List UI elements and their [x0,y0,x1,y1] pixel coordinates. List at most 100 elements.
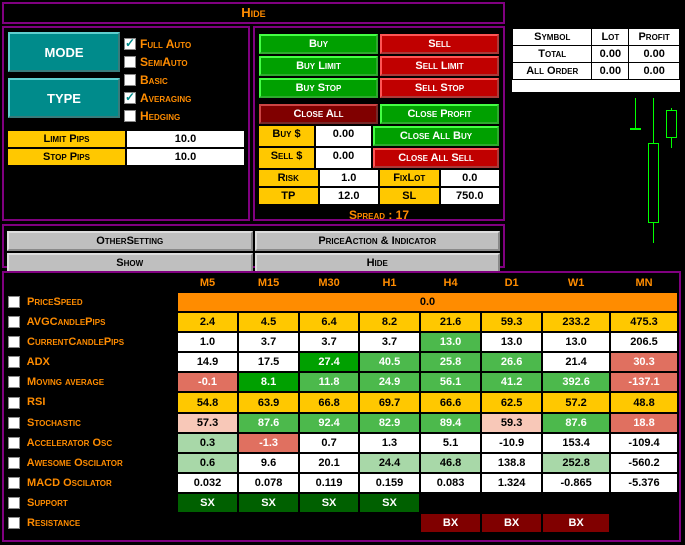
ind-cell: 1.0 [178,333,237,351]
show-button[interactable]: Show [7,253,253,273]
ind-checkbox[interactable] [8,517,20,529]
ind-checkbox[interactable] [8,316,20,328]
ind-cell: -5.376 [611,474,677,492]
ind-cell: 0.3 [178,434,237,452]
selld-label: Sell $ [259,148,314,168]
ind-cell: 20.1 [300,454,358,472]
tp-value[interactable]: 12.0 [320,188,379,204]
fixlot-value[interactable]: 0.0 [441,170,500,186]
hedging-checkbox[interactable] [124,110,136,122]
ind-checkbox[interactable] [8,437,20,449]
ind-cell: 3.7 [239,333,298,351]
averaging-label: Averaging [140,91,191,105]
risk-value[interactable]: 1.0 [320,170,379,186]
ind-cell: 24.4 [360,454,419,472]
ind-checkbox[interactable] [8,336,20,348]
info-symbol-hdr: Symbol [513,29,592,46]
ind-checkbox[interactable] [8,497,20,509]
ind-cell: 66.6 [421,393,480,411]
ind-cell: 18.8 [611,414,677,432]
ind-checkbox[interactable] [8,397,20,409]
ind-cell: 3.7 [360,333,419,351]
ind-cell: SX [360,494,419,512]
buyd-value: 0.00 [316,126,371,146]
ind-cell [543,494,609,512]
ind-cell: 475.3 [611,313,677,331]
candlestick-chart [513,98,683,268]
ind-cell: 89.4 [421,414,480,432]
priceaction-button[interactable]: PriceAction & Indicator [255,231,501,251]
ind-cell: 0.083 [421,474,480,492]
ind-cell: SX [300,494,358,512]
ind-cell: 0.6 [178,454,237,472]
ind-header: M15 [239,275,298,291]
info-allorder-lbl: All Order [513,63,592,80]
ind-cell: 138.8 [482,454,541,472]
ind-cell [239,514,298,532]
ind-cell: 1.3 [360,434,419,452]
buystop-button[interactable]: Buy Stop [259,78,378,98]
ind-cell: -137.1 [611,373,677,391]
averaging-checkbox[interactable] [124,92,136,104]
ind-cell: BX [482,514,541,532]
fixlot-label: FixLot [380,170,439,186]
ind-cell: 0.0 [178,293,677,311]
ind-row-label: PriceSpeed [6,293,176,311]
indicator-panel: M5M15M30H1H4D1W1MN PriceSpeed0.0 AVGCand… [2,271,681,542]
ind-cell: 3.7 [300,333,358,351]
ind-cell: 56.1 [421,373,480,391]
buy-button[interactable]: Buy [259,34,378,54]
sl-value[interactable]: 750.0 [441,188,500,204]
risk-label: Risk [259,170,318,186]
sell-button[interactable]: Sell [380,34,499,54]
ind-cell: 206.5 [611,333,677,351]
ind-cell: 40.5 [360,353,419,371]
tp-label: TP [259,188,318,204]
semiauto-checkbox[interactable] [124,56,136,68]
ind-row-label: Support [6,494,176,512]
ind-header: H1 [360,275,419,291]
ind-checkbox[interactable] [8,457,20,469]
stoppips-value[interactable]: 10.0 [127,149,244,165]
info-all-profit: 0.00 [629,63,680,80]
ind-header: H4 [421,275,480,291]
ind-cell: SX [239,494,298,512]
ind-header: MN [611,275,677,291]
ind-cell: 153.4 [543,434,609,452]
ind-header: D1 [482,275,541,291]
closeallbuy-button[interactable]: Close All Buy [373,126,499,146]
ind-cell: 0.032 [178,474,237,492]
ind-checkbox[interactable] [8,376,20,388]
ind-cell: 48.8 [611,393,677,411]
closeprofit-button[interactable]: Close Profit [380,104,499,124]
ind-checkbox[interactable] [8,296,20,308]
ind-cell [611,494,677,512]
ind-cell: 54.8 [178,393,237,411]
ind-cell: 59.3 [482,313,541,331]
hide-bar[interactable]: Hide [2,2,505,24]
ind-header: M5 [178,275,237,291]
ind-cell: BX [421,514,480,532]
type-button[interactable]: TYPE [8,78,120,118]
buylimit-button[interactable]: Buy Limit [259,56,378,76]
ind-cell: 8.2 [360,313,419,331]
closeall-button[interactable]: Close All [259,104,378,124]
sellstop-button[interactable]: Sell Stop [380,78,499,98]
fullauto-checkbox[interactable] [124,38,136,50]
hide2-button[interactable]: Hide [255,253,501,273]
othersetting-button[interactable]: OtherSetting [7,231,253,251]
info-total-lbl: Total [513,46,592,63]
selllimit-button[interactable]: Sell Limit [380,56,499,76]
ind-header: W1 [543,275,609,291]
mode-button[interactable]: MODE [8,32,120,72]
ind-cell: 0.7 [300,434,358,452]
limitpips-value[interactable]: 10.0 [127,131,244,147]
ind-checkbox[interactable] [8,417,20,429]
ind-checkbox[interactable] [8,356,20,368]
closeallsell-button[interactable]: Close All Sell [373,148,499,168]
ind-cell: 6.4 [300,313,358,331]
ind-row-label: Moving average [6,373,176,391]
ind-checkbox[interactable] [8,477,20,489]
ind-cell: 0.119 [300,474,358,492]
basic-checkbox[interactable] [124,74,136,86]
